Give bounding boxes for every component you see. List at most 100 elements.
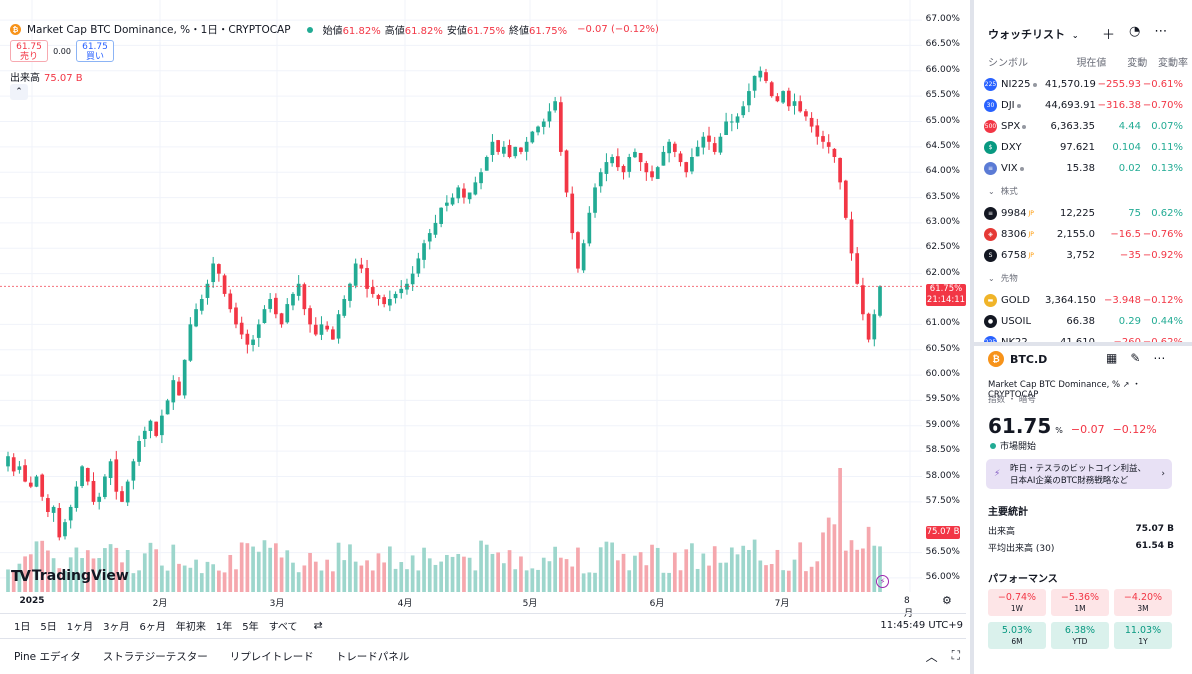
bottom-tab[interactable]: Pine エディタ <box>14 651 81 663</box>
range-button[interactable]: 1ヶ月 <box>66 622 94 633</box>
collapse-legend-button[interactable]: ⌃ <box>10 84 28 100</box>
chart-area[interactable]: ₿ Market Cap BTC Dominance, %・1日・CRYPTOC… <box>0 0 966 664</box>
news-banner[interactable]: ⚡ 昨日・テスラのビットコイン利益、日本AI企業のBTC財務戦略など › <box>986 459 1172 489</box>
sell-button[interactable]: 61.75 売り <box>10 40 48 62</box>
market-dot-icon <box>1032 82 1037 87</box>
range-button[interactable]: 5年 <box>242 622 259 633</box>
time-axis-tick: 7月 <box>774 599 790 609</box>
clock-readout[interactable]: 11:45:49 UTC+9 <box>880 620 963 631</box>
bottom-tab[interactable]: ストラテジーテスター <box>102 651 208 663</box>
lightning-icon[interactable]: ⚡ <box>876 575 889 588</box>
performance-cell[interactable]: −0.74% 1W <box>988 589 1046 616</box>
more-icon[interactable]: ⋯ <box>1154 24 1168 39</box>
watchlist-row[interactable]: ● USOIL 66.38 0.29 0.44% <box>984 311 1186 332</box>
candle-body <box>370 287 375 294</box>
range-button[interactable]: 年初来 <box>175 622 206 633</box>
price-axis-tick: 67.00% <box>925 14 960 25</box>
tradingview-logo[interactable]: 𝗧𝗩 TradingView <box>11 567 129 585</box>
watchlist-section[interactable]: ⌄ 株式 <box>984 179 1186 203</box>
bottom-tab[interactable]: リプレイトレード <box>229 651 314 663</box>
watchlist-row[interactable]: 225 NK22 41,610−260−0.62% <box>984 332 1186 342</box>
candle-body <box>296 283 301 296</box>
chart-pie-icon[interactable]: ◔ <box>1129 24 1141 39</box>
range-button[interactable]: 5日 <box>40 622 57 633</box>
price-axis-tick: 57.50% <box>925 495 960 506</box>
add-symbol-icon[interactable]: ＋ <box>1102 28 1116 43</box>
range-button[interactable]: 3ヶ月 <box>103 622 130 633</box>
watchlist-row[interactable]: ≡ VIX 15.38 0.02 0.13% <box>984 158 1186 179</box>
watchlist-title[interactable]: ウォッチリスト ⌄ <box>988 26 1079 42</box>
range-button[interactable]: 6ヶ月 <box>139 622 166 633</box>
watchlist-symbol-text: SPX <box>1001 121 1021 132</box>
buy-button[interactable]: 61.75 買い <box>76 40 114 62</box>
chevron-up-icon[interactable]: ︿ <box>925 650 938 664</box>
performance-cell[interactable]: 11.03% 1Y <box>1114 622 1172 649</box>
edit-icon[interactable]: ✎ <box>1130 351 1141 365</box>
watchlist-row[interactable]: ▬ GOLD 3,364.150 −3.948 −0.12% <box>984 290 1186 311</box>
candlestick-chart[interactable] <box>0 0 922 592</box>
time-axis[interactable]: 2025 2月 3月 4月 5月 6月 7月 8月 <box>0 592 922 619</box>
range-button[interactable]: 1日 <box>14 622 31 633</box>
price-axis[interactable]: 67.00% 66.50% 66.00% 65.50% 65.00% 64.50% 64.0… <box>922 0 966 592</box>
bitcoin-icon: ₿ <box>10 24 21 35</box>
candle-body <box>507 145 512 157</box>
performance-period: 3M <box>1137 604 1149 613</box>
volume-bar <box>23 556 27 592</box>
grid-icon[interactable]: ▦ <box>1106 351 1118 365</box>
watchlist-section[interactable]: ⌄ 先物 <box>984 266 1186 290</box>
range-button[interactable]: 1年 <box>215 622 233 633</box>
volume-bar <box>427 558 432 592</box>
candle-body <box>587 212 592 244</box>
volume-bar <box>621 553 626 592</box>
watchlist-row[interactable]: $ DXY 97.621 0.104 0.11% <box>984 137 1186 158</box>
watchlist-column-header[interactable]: 変動率 <box>1158 58 1188 69</box>
bottom-tab[interactable]: トレードパネル <box>335 651 410 663</box>
candle-body <box>165 400 170 415</box>
watchlist-column-header[interactable]: シンボル <box>988 58 1028 69</box>
panel-divider[interactable] <box>974 342 1192 346</box>
performance-cell[interactable]: 5.03% 6M <box>988 622 1046 649</box>
symbol-icon: ● <box>984 315 997 328</box>
price-axis-tick: 66.50% <box>925 39 960 50</box>
symbol-title[interactable]: Market Cap BTC Dominance, %・1日・CRYPTOCAP <box>27 24 291 36</box>
candle-body <box>707 135 711 142</box>
external-link-icon[interactable]: ↗ <box>1122 380 1130 389</box>
performance-cell[interactable]: −5.36% 1M <box>1051 589 1109 616</box>
date-range-icon[interactable]: ⇄ <box>313 619 323 632</box>
volume-bar <box>85 550 90 592</box>
axis-settings-icon[interactable]: ⚙ <box>942 594 952 607</box>
details-symbol[interactable]: BTC.D <box>1010 352 1048 366</box>
watchlist-row[interactable]: S 6758 JP 3,752 −35 −0.92% <box>984 245 1186 266</box>
candle-body <box>177 381 181 396</box>
performance-title: パフォーマンス <box>988 574 1058 585</box>
watchlist-row[interactable]: 30 DJI 44,693.91 −316.38 −0.70% <box>984 95 1186 116</box>
lightning-icon: ⚡ <box>994 469 1001 479</box>
volume-bar <box>439 561 444 592</box>
volume-bar <box>678 570 683 592</box>
volume-bar <box>308 552 312 592</box>
volume-bar <box>701 553 706 592</box>
watchlist-row[interactable]: 500 SPX 6,363.35 4.44 0.07% <box>984 116 1186 137</box>
maximize-icon[interactable]: ⛶ <box>951 648 960 662</box>
watchlist-row[interactable]: ≡ 9984 JP 12,225 75 0.62% <box>984 203 1186 224</box>
watchlist-symbol-text: NI225 <box>1001 79 1031 90</box>
performance-cell[interactable]: 6.38% YTD <box>1051 622 1109 649</box>
volume-bar <box>165 570 170 592</box>
watchlist-column-header[interactable]: 現在値 <box>1076 58 1107 69</box>
volume-bar <box>741 545 746 592</box>
candle-body <box>188 324 193 361</box>
watchlist-change: 75 <box>1128 208 1141 219</box>
volume-bar <box>319 570 324 592</box>
volume-bar <box>302 565 307 592</box>
watchlist-row[interactable]: 225 NI225 41,570.19 −255.93 −0.61% <box>984 74 1186 95</box>
watchlist-row[interactable]: ◈ 8306 JP 2,155.0 −16.5 −0.76% <box>984 224 1186 245</box>
more-icon[interactable]: ⋯ <box>1153 351 1166 365</box>
watchlist-column-header[interactable]: 変動 <box>1127 58 1148 69</box>
performance-grid: −0.74% 1W −5.36% 1M −4.20% 3M 5.03% 6M 6.38% YTD 1… <box>988 589 1174 649</box>
performance-cell[interactable]: −4.20% 3M <box>1114 589 1172 616</box>
volume-bar <box>804 571 808 592</box>
range-button[interactable]: すべて <box>268 622 298 633</box>
volume-bar <box>564 559 569 592</box>
tradingview-logo-icon: 𝗧𝗩 <box>11 567 31 585</box>
watchlist-symbol: USOIL <box>1001 316 1045 327</box>
